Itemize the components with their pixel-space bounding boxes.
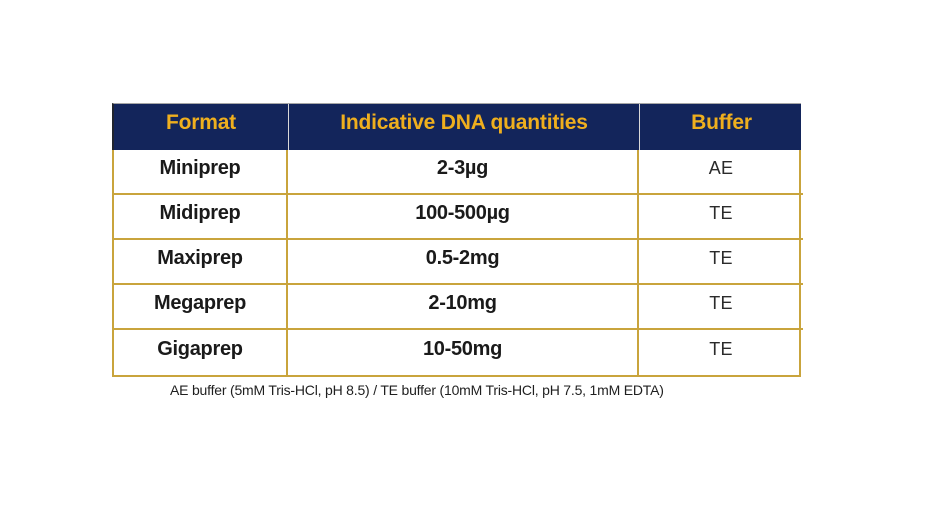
dna-prep-table: Format Indicative DNA quantities Buffer … [112, 103, 803, 377]
cell-quantity: 2-10mg [288, 285, 639, 330]
cell-quantity: 10-50mg [288, 330, 639, 375]
cell-format: Midiprep [114, 195, 288, 240]
cell-buffer: TE [639, 285, 803, 330]
cell-buffer: TE [639, 240, 803, 285]
table-header-row: Format Indicative DNA quantities Buffer [112, 103, 801, 150]
cell-format: Gigaprep [114, 330, 288, 375]
header-cell-format: Format [166, 111, 236, 134]
cell-buffer: AE [639, 150, 803, 195]
cell-quantity: 0.5-2mg [288, 240, 639, 285]
cell-quantity: 2-3µg [288, 150, 639, 195]
buffer-footnote: AE buffer (5mM Tris-HCl, pH 8.5) / TE bu… [170, 382, 664, 398]
cell-quantity: 100-500µg [288, 195, 639, 240]
cell-buffer: TE [709, 338, 733, 359]
cell-format: Miniprep [114, 150, 288, 195]
header-cell-quantities: Indicative DNA quantities [288, 104, 639, 150]
cell-format: Maxiprep [114, 240, 288, 285]
cell-buffer: TE [639, 195, 803, 240]
table-body: Miniprep 2-3µg AE Midiprep 100-500µg TE … [112, 150, 803, 377]
cell-format: Megaprep [114, 285, 288, 330]
header-cell-buffer: Buffer [639, 104, 803, 150]
